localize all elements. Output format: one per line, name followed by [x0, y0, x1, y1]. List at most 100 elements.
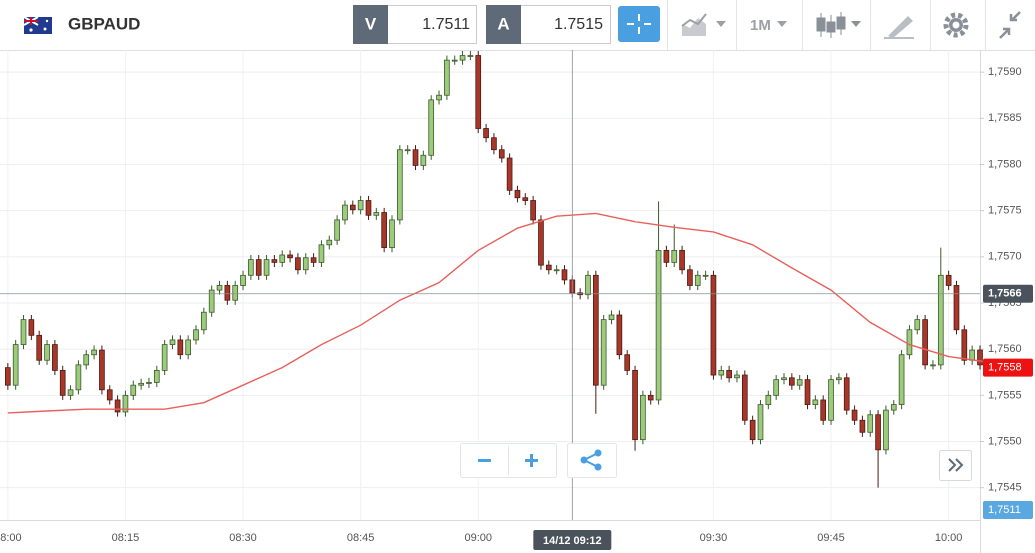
- candle-body: [553, 269, 560, 272]
- candle-body: [671, 249, 678, 263]
- y-tick-label: 1,7550: [988, 435, 1022, 447]
- crosshair-button[interactable]: [618, 6, 660, 42]
- chart-type-button[interactable]: [681, 13, 726, 36]
- buy-button[interactable]: A 1.7515: [486, 5, 611, 44]
- candle-body: [122, 394, 129, 413]
- buy-label: A: [497, 14, 509, 33]
- y-tick-label: 1,7555: [988, 389, 1022, 401]
- candle-body: [749, 419, 756, 441]
- candle-body: [67, 389, 74, 396]
- candle-body: [232, 285, 239, 301]
- toolbar: GBPAUD V 1.7511 A 1.7515 1M: [0, 0, 1035, 51]
- price-tag-label: 1,7511: [988, 504, 1021, 516]
- candle-body: [914, 319, 921, 331]
- y-tick-label: 1,7585: [988, 112, 1022, 124]
- candle-body: [906, 329, 913, 356]
- candle-body: [663, 249, 670, 263]
- candle-body: [201, 311, 207, 331]
- candle-body: [216, 285, 223, 291]
- candle-body: [514, 189, 521, 199]
- candle-body: [930, 364, 936, 367]
- crosshair-time-label: 14/12 09:12: [543, 535, 602, 547]
- candle-body: [185, 339, 191, 356]
- candle-style-button[interactable]: [816, 12, 861, 38]
- candle-body: [389, 219, 395, 249]
- candle-body: [146, 382, 152, 384]
- candle-body: [412, 149, 419, 166]
- candle-body: [44, 344, 50, 361]
- y-tick-label: 1,7560: [988, 343, 1022, 355]
- candle-body: [632, 370, 638, 441]
- x-tick-label: 08:45: [347, 532, 375, 544]
- candle-body: [91, 349, 97, 356]
- candle-body: [99, 349, 105, 391]
- candle-body: [271, 259, 278, 263]
- timeframe: 1M: [750, 17, 771, 34]
- candle-body: [483, 128, 489, 139]
- candle-body: [279, 254, 286, 263]
- candle-body: [655, 249, 662, 401]
- candle-body: [459, 55, 466, 61]
- candle-body: [977, 349, 983, 366]
- candle-body: [757, 404, 764, 441]
- y-tick-label: 1,7575: [988, 205, 1022, 217]
- settings-button[interactable]: [943, 12, 969, 38]
- scroll-latest-button[interactable]: [939, 450, 972, 481]
- candle-body: [859, 419, 866, 433]
- timeframe-button[interactable]: 1M: [750, 17, 787, 34]
- candle-body: [138, 382, 144, 386]
- candle-body: [734, 374, 740, 379]
- candle-body: [444, 59, 450, 96]
- candle-body: [687, 269, 693, 286]
- candle-body: [295, 257, 301, 271]
- candle-body: [342, 204, 348, 221]
- candle-body: [679, 249, 685, 271]
- candle-body: [898, 354, 905, 405]
- candle-body: [608, 314, 615, 321]
- share-button[interactable]: [567, 443, 617, 478]
- candle-body: [177, 339, 184, 356]
- candle-body: [208, 289, 215, 313]
- candle-body: [130, 384, 137, 396]
- candle-body: [287, 254, 293, 259]
- moving-average-line: [7, 212, 988, 414]
- candle-body: [694, 274, 701, 286]
- candle-body: [640, 394, 646, 441]
- candle-body: [349, 204, 356, 211]
- candle-body: [506, 157, 513, 191]
- zoom-in-button[interactable]: [525, 454, 538, 467]
- candle-body: [83, 354, 90, 366]
- candle-body: [702, 274, 709, 277]
- candle-body: [522, 197, 529, 201]
- candle-body: [953, 285, 960, 331]
- candle-body: [796, 379, 803, 386]
- flag-icon: [23, 16, 52, 34]
- candle-body: [52, 344, 58, 371]
- candle-body: [883, 409, 889, 451]
- candle-body: [193, 329, 199, 341]
- candle-body: [334, 219, 340, 241]
- candle-body: [28, 319, 35, 336]
- collapse-button[interactable]: [999, 11, 1021, 39]
- candle-body: [20, 319, 27, 345]
- candle-body: [741, 374, 748, 421]
- candle-body: [710, 274, 717, 376]
- candle-body: [789, 377, 795, 386]
- candle-body: [624, 354, 631, 371]
- x-tick-label: 09:45: [817, 532, 845, 544]
- draw-button[interactable]: [884, 16, 914, 39]
- candle-body: [616, 314, 623, 356]
- candle-body: [153, 370, 160, 383]
- candle-body: [12, 344, 19, 386]
- sell-price: 1.7511: [422, 16, 470, 33]
- y-tick-label: 1,7570: [988, 251, 1022, 263]
- candle-body: [969, 349, 975, 361]
- sell-button[interactable]: V 1.7511: [353, 5, 477, 44]
- candle-body: [726, 370, 732, 379]
- candle-body: [5, 367, 11, 386]
- plot-area: 1,75451,75501,75551,75601,75651,75701,75…: [0, 50, 1033, 550]
- candle-body: [224, 285, 231, 301]
- price-tag: [983, 501, 1033, 519]
- candle-body: [404, 149, 411, 152]
